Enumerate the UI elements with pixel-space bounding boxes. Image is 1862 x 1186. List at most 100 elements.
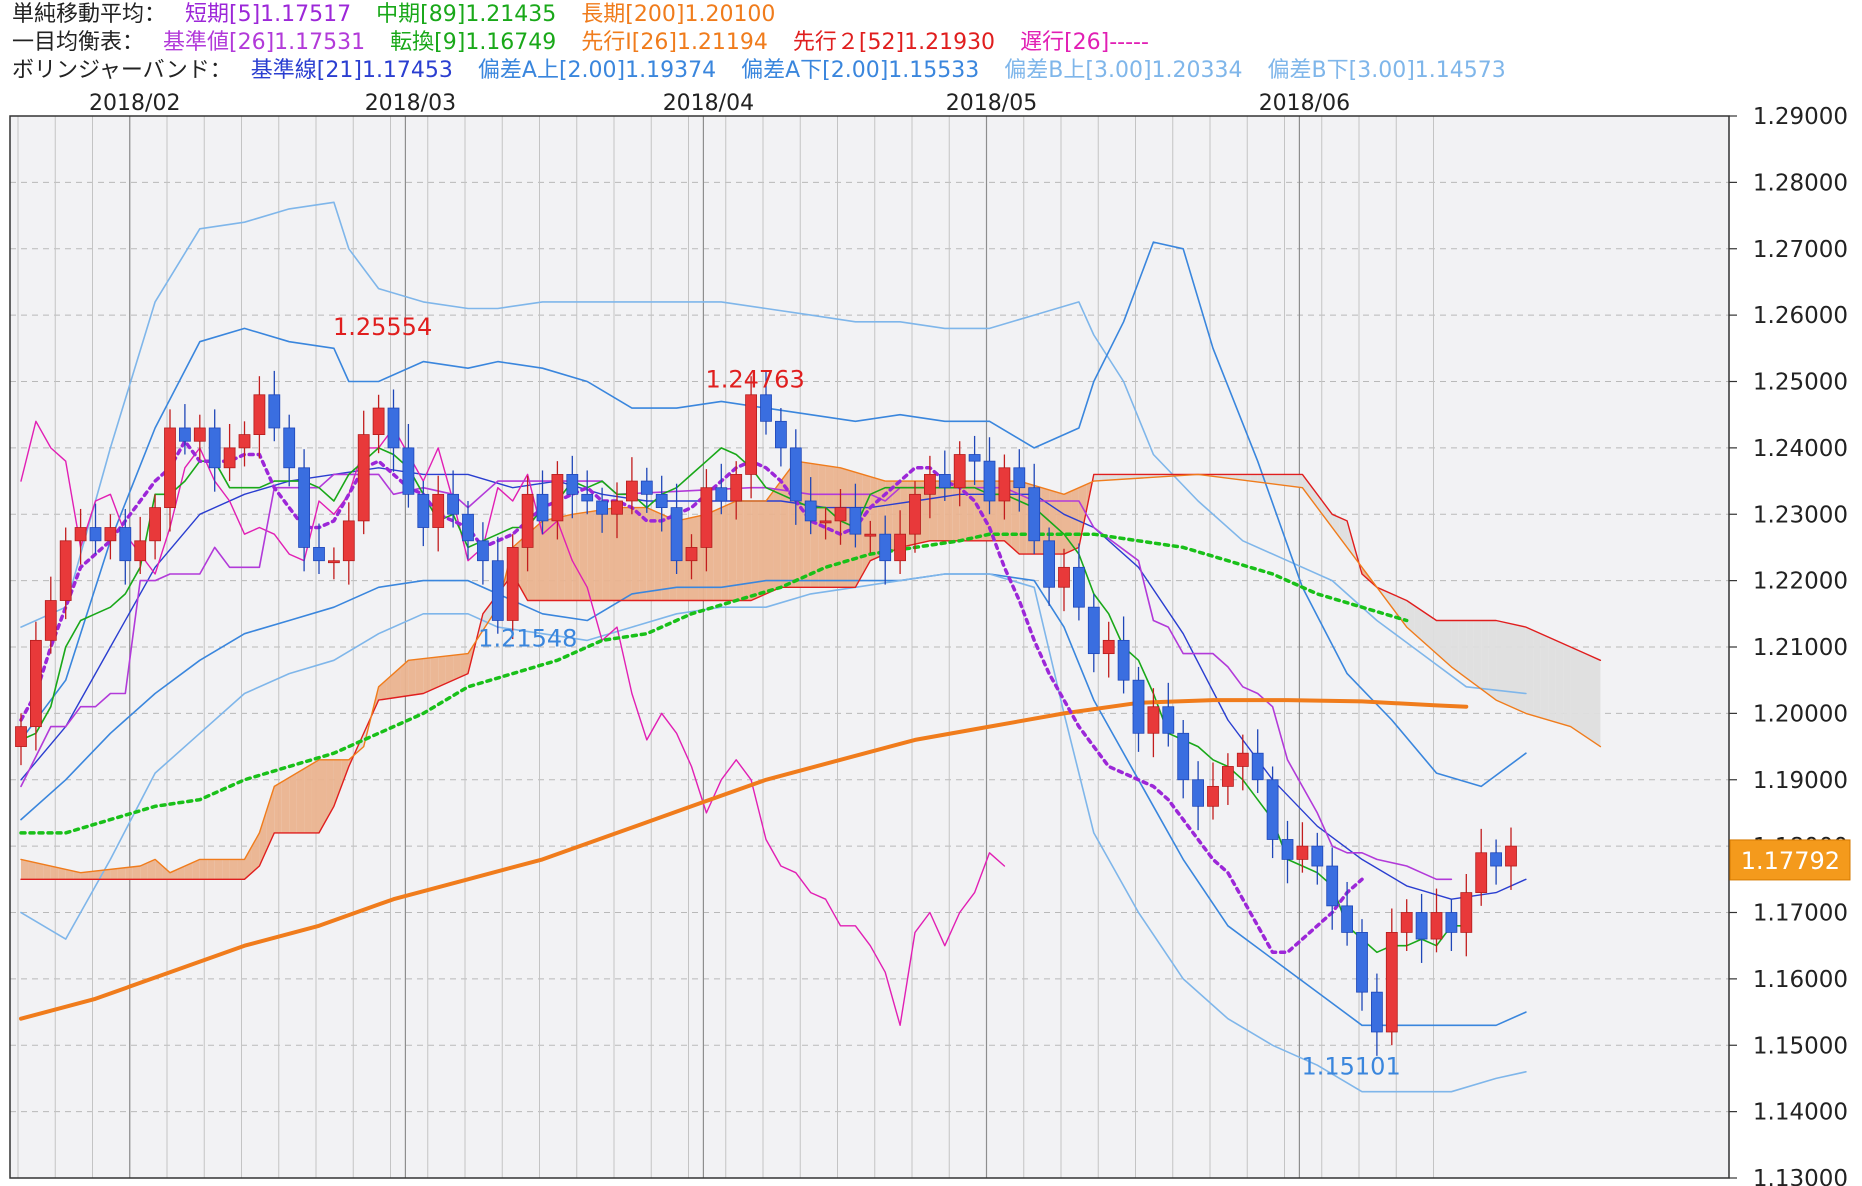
ichimoku-cloud-segment	[1503, 622, 1511, 707]
candle-up	[134, 540, 147, 562]
ichimoku-cloud-segment	[1309, 484, 1318, 508]
candle-up	[1102, 639, 1115, 655]
candle-down	[1326, 865, 1339, 907]
candle-up	[238, 434, 251, 449]
legend-sma-long: 長期[200]1.20100	[581, 2, 776, 27]
ichimoku-cloud-segment	[274, 781, 282, 833]
annotation-label: 1.25554	[333, 313, 432, 341]
ichimoku-cloud-segment	[780, 471, 789, 588]
ichimoku-cloud-segment	[833, 466, 841, 588]
candle-up	[953, 454, 966, 489]
legend-sma: 単純移動平均： 短期[5]1.17517 中期[89]1.21435 長期[20…	[12, 2, 793, 28]
ichimoku-cloud-segment	[1093, 474, 1102, 482]
ichimoku-cloud-segment	[1436, 620, 1444, 661]
candle-down	[1073, 566, 1085, 608]
candle-down	[298, 467, 311, 548]
ichimoku-cloud-segment	[773, 481, 781, 591]
candle-down	[402, 447, 415, 495]
y-tick-label: 1.17000	[1753, 901, 1848, 927]
y-tick-label: 1.15000	[1753, 1033, 1848, 1059]
ichimoku-cloud-segment	[728, 500, 737, 601]
candle-up	[834, 507, 847, 522]
ichimoku-cloud-segment	[862, 474, 871, 574]
ichimoku-cloud-segment	[1265, 474, 1273, 484]
ichimoku-cloud-segment	[453, 654, 461, 681]
ichimoku-cloud-segment	[319, 759, 327, 833]
candle-up	[342, 520, 355, 562]
ichimoku-cloud-segment	[572, 513, 580, 601]
candle-up	[521, 493, 534, 548]
candle-down	[566, 474, 579, 495]
candle-up	[1147, 706, 1160, 734]
ichimoku-cloud-segment	[58, 867, 66, 880]
series-senkou-b	[20, 473, 1602, 880]
ichimoku-cloud-segment	[1332, 514, 1340, 538]
ichimoku-cloud-segment	[1585, 653, 1593, 742]
ichimoku-cloud-segment	[1414, 605, 1422, 641]
legend-bb-b-upper: 偏差B上[3.00]1.20334	[1004, 58, 1243, 83]
ichimoku-cloud-segment	[1294, 474, 1303, 488]
candle-up	[909, 493, 921, 535]
y-tick-label: 1.16000	[1753, 967, 1848, 993]
ichimoku-cloud-segment	[967, 481, 975, 541]
ichimoku-cloud-segment	[1056, 492, 1064, 555]
candle-up	[149, 507, 162, 542]
candle-up	[164, 427, 176, 509]
candle-up	[1475, 852, 1488, 893]
ichimoku-cloud-segment	[1466, 620, 1474, 684]
legend-senkou-b: 先行２[52]1.21930	[792, 30, 996, 55]
ichimoku-cloud-segment	[825, 465, 834, 588]
candle-down	[387, 407, 400, 449]
ichimoku-cloud-segment	[214, 859, 223, 880]
ichimoku-cloud-segment	[1116, 474, 1124, 480]
ichimoku-cloud-segment	[304, 764, 312, 833]
legend-bb-a-upper: 偏差A上[2.00]1.19374	[477, 58, 717, 83]
ichimoku-cloud-segment	[937, 481, 945, 541]
ichimoku-cloud-segment	[929, 481, 938, 541]
ichimoku-cloud-segment	[1473, 620, 1482, 690]
candle-up	[551, 474, 564, 522]
series-bb-a-upper	[20, 241, 1527, 788]
ichimoku-cloud-segment	[1302, 474, 1310, 498]
ichimoku-cloud-segment	[326, 759, 334, 820]
y-tick-label: 1.25000	[1753, 370, 1848, 396]
ichimoku-cloud-segment	[445, 655, 454, 684]
candle-up	[626, 480, 638, 502]
ichimoku-cloud-segment	[222, 859, 230, 880]
ichimoku-cloud-segment	[758, 500, 766, 598]
candle-up	[432, 493, 445, 528]
candle-up	[1460, 892, 1473, 933]
y-tick-label: 1.26000	[1753, 303, 1848, 329]
candle-up	[1236, 752, 1249, 767]
x-tick-label: 2018/03	[365, 91, 456, 116]
candle-down	[1043, 540, 1055, 588]
legend-chikou: 遅行[26]-----	[1020, 30, 1149, 55]
ichimoku-cloud-segment	[661, 514, 670, 601]
series-kijun	[20, 473, 1453, 881]
legend-bollinger-title: ボリンジャーバンド：	[12, 58, 232, 83]
candle-up	[894, 533, 906, 562]
ichimoku-cloud-segment	[65, 869, 74, 880]
ichimoku-cloud-segment	[1548, 637, 1556, 723]
ichimoku-cloud-segment	[438, 656, 446, 687]
y-tick-label: 1.24000	[1753, 436, 1848, 462]
candle-down	[1028, 487, 1041, 542]
candle-up	[1505, 845, 1517, 867]
ichimoku-cloud-segment	[1078, 484, 1087, 548]
candle-up	[357, 434, 370, 522]
ichimoku-cloud-segment	[1131, 474, 1139, 479]
ichimoku-cloud-segment	[974, 481, 983, 541]
ichimoku-cloud-segment	[654, 510, 662, 601]
ichimoku-cloud-segment	[1317, 494, 1325, 518]
ichimoku-cloud-segment	[803, 462, 811, 588]
candle-down	[1356, 932, 1368, 993]
candle-up	[327, 560, 340, 564]
ichimoku-cloud-segment	[147, 859, 156, 880]
x-tick-label: 2018/06	[1259, 91, 1350, 116]
ichimoku-cloud-segment	[1458, 620, 1467, 678]
ichimoku-cloud-segment	[631, 507, 640, 601]
ichimoku-cloud-segment	[1421, 610, 1430, 647]
candle-down	[968, 454, 981, 462]
candle-down	[462, 513, 474, 542]
y-tick-label: 1.27000	[1753, 237, 1848, 263]
